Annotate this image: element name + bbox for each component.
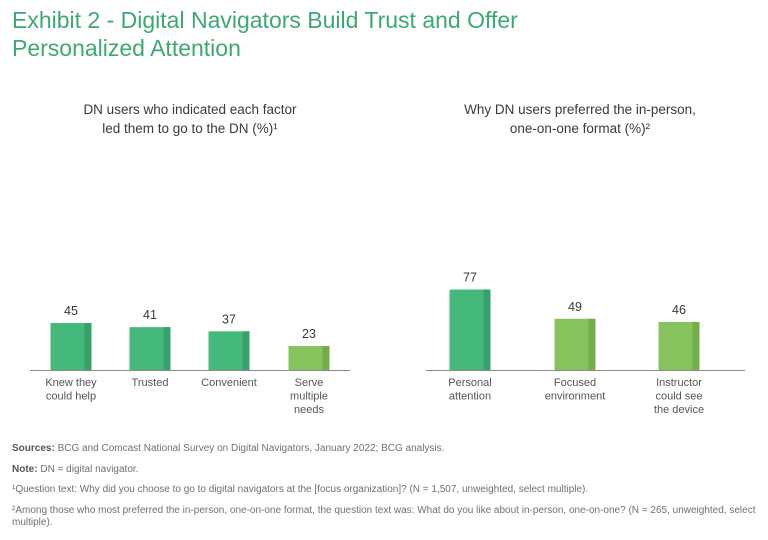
sources-note: Sources: BCG and Comcast National Survey… [12,443,757,456]
sources-text: BCG and Comcast National Survey on Digit… [54,443,445,454]
chart-2-category-label-1-line-1: Personal [448,377,491,389]
chart-1-category-label-1-line-2: could help [46,391,96,403]
footnote-1: ¹Question text: Why did you choose to go… [12,484,589,495]
chart-2-title-line-2: one-on-one format (%)² [509,121,651,136]
chart-1-category-label-2-line-1: Trusted [132,377,169,389]
chart-1-title-line-2: led them to go to the DN (%)¹ [102,121,278,136]
chart-2-category-label-2-line-2: environment [545,391,606,403]
chart-2-value-label-2: 49 [568,300,582,314]
bar-charts: 45 Knew they could help 41 Trusted 37 Convenie… [30,271,745,416]
chart-1-category-label-3-line-1: Convenient [201,377,257,389]
chart-2-value-label-3: 46 [672,303,686,317]
sources-label: Sources: [12,443,55,454]
chart-2-category-label-2-line-1: Focused [554,377,596,389]
abbreviation-note: Note: DN = digital navigator. [12,464,757,477]
note-label: Note: [12,463,38,475]
chart-1-value-label-1: 45 [64,304,78,318]
note-text: DN = digital navigator. [37,463,139,475]
chart-2-category-label-3-line-3: the device [654,404,704,416]
chart-1-title-line-1: DN users who indicated each factor [83,102,297,117]
chart-1-category-label-4-line-3: needs [294,404,324,416]
chart-1-value-label-4: 23 [302,327,316,341]
chart-1: 45 Knew they could help 41 Trusted 37 Convenie… [30,304,350,416]
chart-2-title-line-1: Why DN users preferred the in-person, [464,102,696,117]
chart-1-value-label-3: 37 [222,312,236,326]
chart-2-value-label-1: 77 [463,271,477,285]
chart-1-bar-2-shade [163,327,171,370]
footnote-2: ²Among those who most preferred the in-p… [12,504,756,529]
chart-1-title: DN users who indicated each factor led t… [40,100,340,138]
chart-1-bar-3-shade [242,331,250,370]
exhibit-title-line-2: Personalized Attention [12,35,241,61]
chart-1-category-label-4-line-2: multiple [290,391,328,403]
chart-2-bar-3-shade [692,321,700,370]
chart-1-bar-1-shade [84,322,92,370]
exhibit-title-line-1: Exhibit 2 - Digital Navigators Build Tru… [12,7,518,33]
chart-2-title: Why DN users preferred the in-person, on… [430,100,730,138]
chart-1-category-label-1-line-1: Knew they [45,377,97,389]
chart-2: 77 Personal attention 49 Focused environment 4… [426,271,745,416]
chart-2-bar-2-shade [588,318,596,370]
footnotes: Sources: BCG and Comcast National Survey… [12,443,757,538]
chart-2-bar-1-shade [483,289,491,370]
chart-1-category-label-4-line-1: Serve [295,377,324,389]
chart-2-category-label-3-line-1: Instructor [656,377,702,389]
chart-1-bar-4-shade [322,345,330,370]
chart-2-category-label-3-line-2: could see [655,391,702,403]
chart-2-category-label-1-line-2: attention [449,391,491,403]
exhibit-title: Exhibit 2 - Digital Navigators Build Tru… [12,6,712,62]
chart-1-value-label-2: 41 [143,308,157,322]
